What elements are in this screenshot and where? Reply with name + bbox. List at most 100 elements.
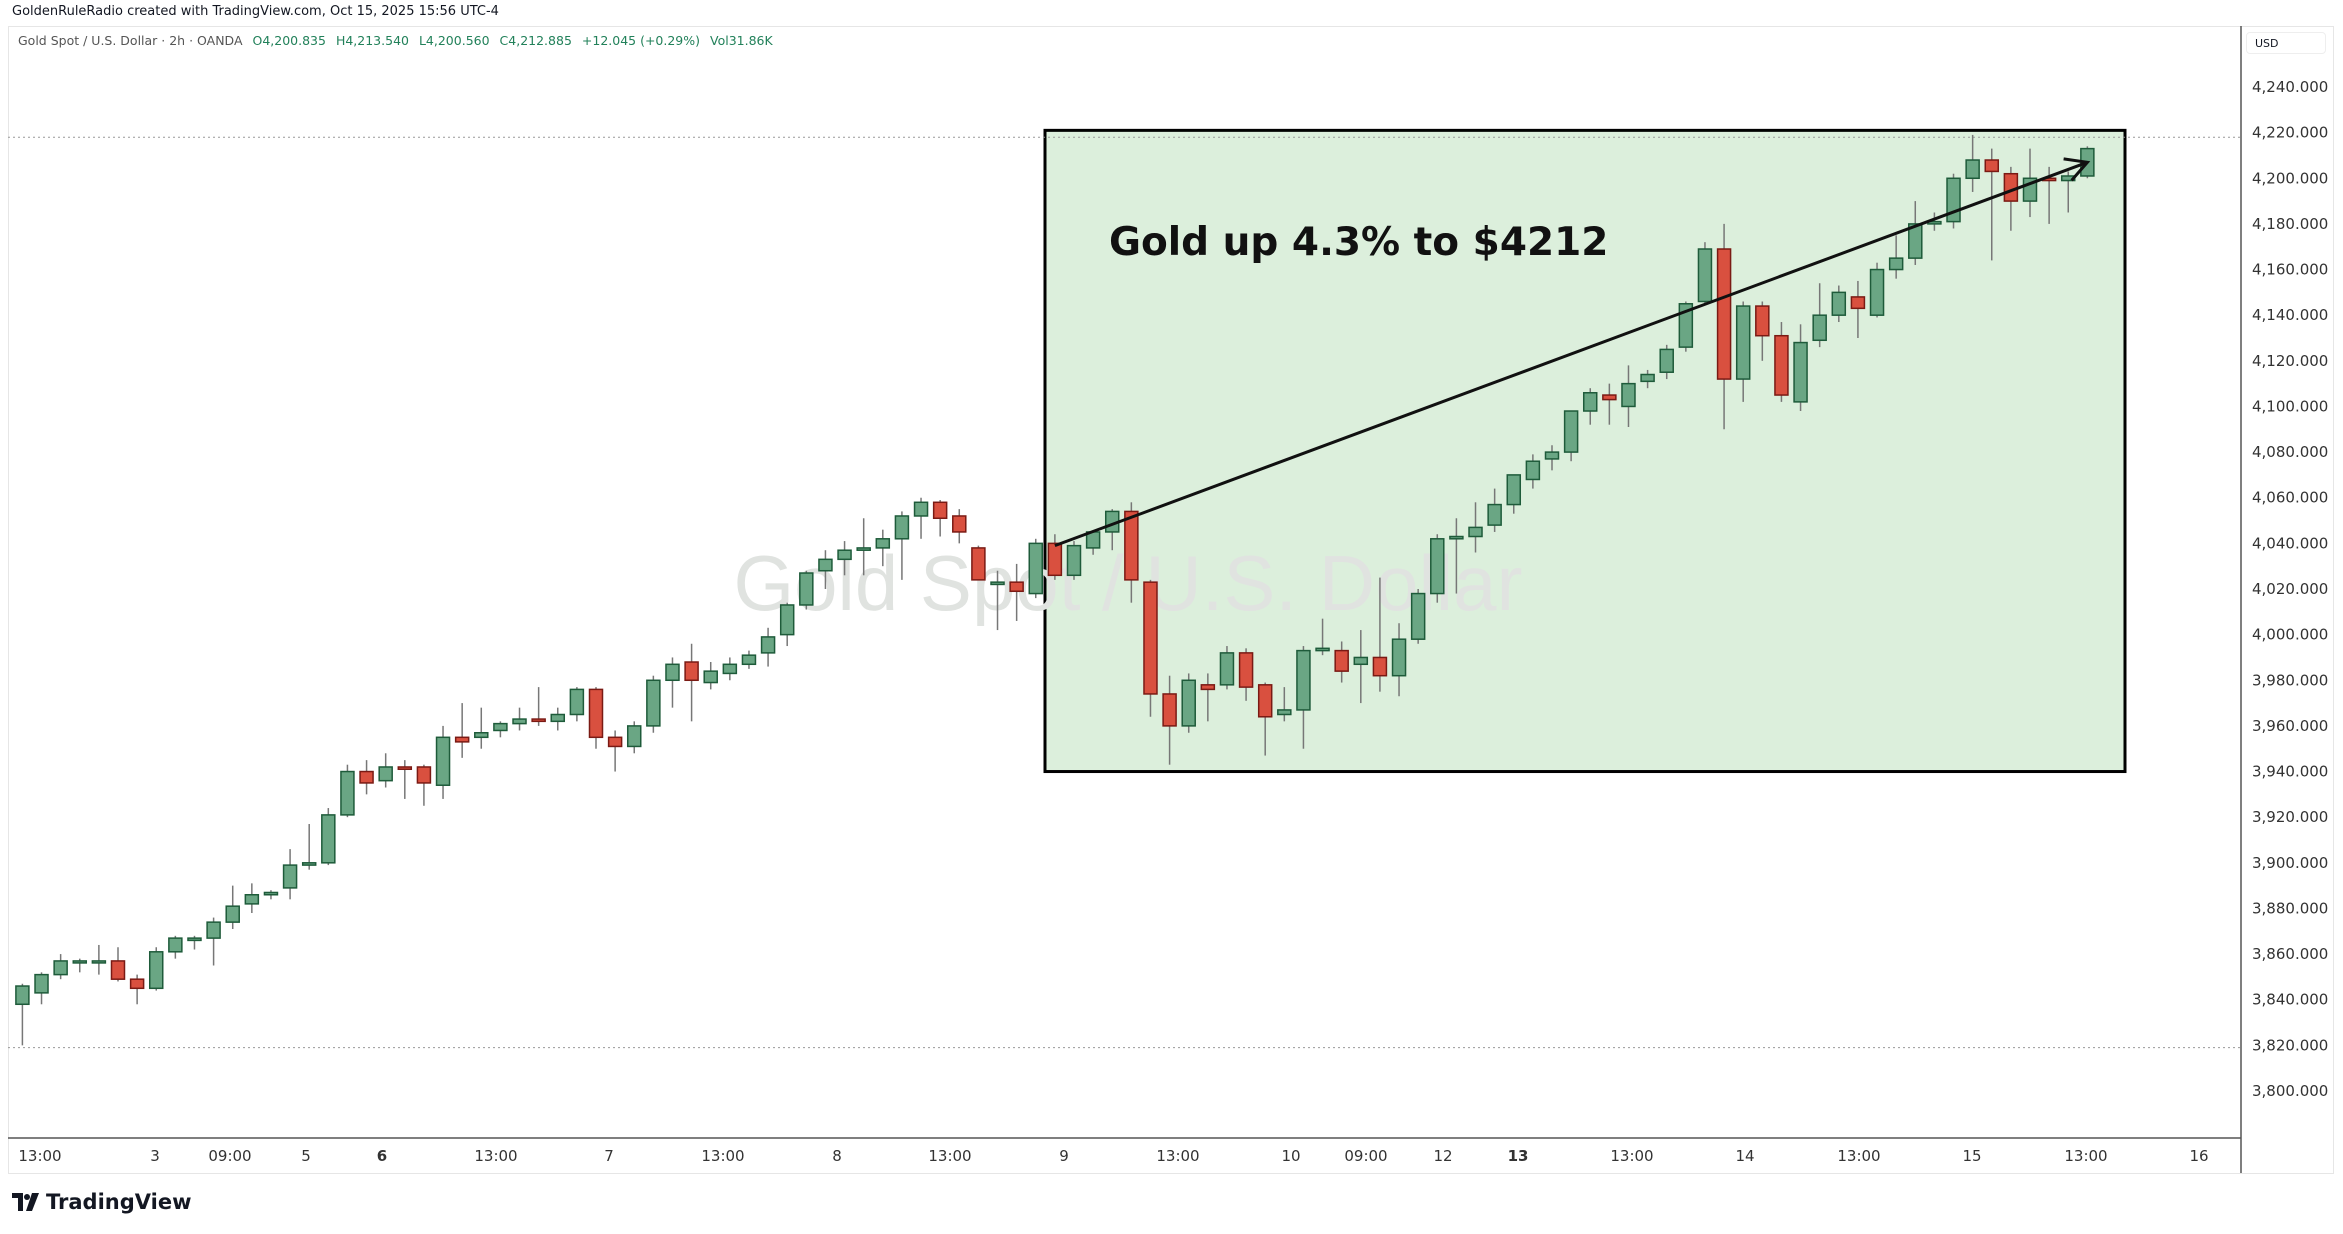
candle[interactable] bbox=[1066, 541, 1082, 580]
candle[interactable] bbox=[1888, 235, 1904, 279]
candle[interactable] bbox=[1410, 588, 1426, 644]
candle[interactable] bbox=[1430, 534, 1445, 603]
candle[interactable] bbox=[799, 570, 814, 610]
candle[interactable] bbox=[1200, 673, 1216, 722]
candle[interactable] bbox=[397, 760, 413, 799]
candle[interactable] bbox=[1468, 502, 1483, 553]
candle[interactable] bbox=[1257, 682, 1273, 756]
candle[interactable] bbox=[168, 935, 183, 959]
candle[interactable] bbox=[1487, 488, 1502, 532]
candle[interactable] bbox=[282, 849, 298, 900]
candle[interactable] bbox=[1640, 369, 1655, 389]
candle[interactable] bbox=[990, 570, 1005, 631]
candle[interactable] bbox=[435, 725, 451, 799]
candle[interactable] bbox=[741, 650, 757, 669]
candle[interactable] bbox=[1334, 641, 1349, 683]
candle[interactable] bbox=[1850, 280, 1866, 338]
currency-label[interactable]: USD bbox=[2246, 32, 2326, 54]
candle[interactable] bbox=[15, 983, 30, 1046]
candle[interactable] bbox=[665, 657, 680, 708]
candle[interactable] bbox=[531, 687, 546, 726]
candle[interactable] bbox=[818, 550, 833, 589]
legend-symbol[interactable]: Gold Spot / U.S. Dollar · 2h · OANDA bbox=[18, 33, 243, 48]
candle[interactable] bbox=[856, 518, 871, 576]
candle[interactable] bbox=[1219, 646, 1235, 690]
candle[interactable] bbox=[454, 703, 470, 758]
candle[interactable] bbox=[2003, 166, 2019, 231]
candle[interactable] bbox=[703, 662, 718, 690]
candle[interactable] bbox=[1735, 301, 1751, 402]
candle[interactable] bbox=[1525, 454, 1541, 489]
candle[interactable] bbox=[512, 707, 527, 731]
candle[interactable] bbox=[760, 627, 776, 667]
candle[interactable] bbox=[1277, 687, 1292, 722]
candle[interactable] bbox=[225, 885, 240, 929]
candle[interactable] bbox=[1544, 445, 1560, 471]
candle[interactable] bbox=[1946, 173, 1961, 229]
candle[interactable] bbox=[1793, 324, 1808, 412]
candle[interactable] bbox=[129, 974, 145, 1005]
candle[interactable] bbox=[588, 687, 604, 749]
candle[interactable] bbox=[932, 500, 948, 537]
candle[interactable] bbox=[1009, 563, 1024, 621]
candle[interactable] bbox=[1984, 148, 2000, 261]
candle[interactable] bbox=[1391, 623, 1407, 697]
candle[interactable] bbox=[1238, 648, 1254, 701]
candle[interactable] bbox=[1372, 577, 1388, 692]
candle[interactable] bbox=[340, 764, 355, 818]
candle[interactable] bbox=[1181, 673, 1196, 733]
candle[interactable] bbox=[1582, 388, 1598, 425]
candle[interactable] bbox=[53, 954, 68, 980]
candle[interactable] bbox=[779, 602, 795, 647]
candle[interactable] bbox=[416, 764, 432, 806]
candle[interactable] bbox=[301, 824, 317, 870]
candle[interactable] bbox=[493, 721, 508, 738]
candle[interactable] bbox=[1506, 474, 1522, 514]
candle[interactable] bbox=[1162, 675, 1177, 765]
candle[interactable] bbox=[971, 545, 986, 581]
candle[interactable] bbox=[359, 760, 374, 795]
candle[interactable] bbox=[1028, 538, 1044, 599]
candle[interactable] bbox=[244, 883, 260, 914]
candle[interactable] bbox=[684, 643, 699, 722]
candle[interactable] bbox=[837, 541, 852, 576]
candle[interactable] bbox=[1563, 410, 1579, 462]
candle[interactable] bbox=[894, 511, 910, 580]
candle[interactable] bbox=[1143, 579, 1158, 717]
candle[interactable] bbox=[875, 529, 891, 567]
candle[interactable] bbox=[1659, 344, 1674, 380]
candle[interactable] bbox=[263, 890, 279, 900]
candle[interactable] bbox=[1965, 134, 1980, 192]
candle[interactable] bbox=[550, 707, 566, 731]
candle[interactable] bbox=[913, 497, 929, 539]
tradingview-logo[interactable]: TradingView bbox=[12, 1190, 191, 1214]
candle[interactable] bbox=[1353, 630, 1369, 704]
candle[interactable] bbox=[1755, 301, 1770, 361]
candle[interactable] bbox=[646, 675, 661, 733]
candle[interactable] bbox=[1908, 201, 1923, 265]
candle[interactable] bbox=[187, 935, 202, 950]
candle[interactable] bbox=[91, 944, 107, 975]
candle[interactable] bbox=[321, 808, 336, 866]
candle[interactable] bbox=[722, 657, 738, 681]
candle[interactable] bbox=[1774, 322, 1789, 402]
candle[interactable] bbox=[1449, 518, 1464, 594]
candle[interactable] bbox=[474, 707, 489, 749]
candle[interactable] bbox=[110, 947, 126, 982]
candle[interactable] bbox=[1047, 534, 1063, 580]
candle[interactable] bbox=[148, 947, 164, 991]
candle[interactable] bbox=[1812, 283, 1827, 348]
candle[interactable] bbox=[1831, 285, 1847, 323]
candle[interactable] bbox=[1697, 242, 1713, 304]
candle[interactable] bbox=[569, 687, 585, 722]
candle[interactable] bbox=[1124, 502, 1139, 603]
candle[interactable] bbox=[607, 730, 623, 772]
candle[interactable] bbox=[206, 917, 221, 966]
candle[interactable] bbox=[1621, 365, 1636, 427]
candle[interactable] bbox=[1869, 262, 1885, 318]
candle[interactable] bbox=[1716, 223, 1732, 430]
candle[interactable] bbox=[952, 509, 967, 544]
candle[interactable] bbox=[626, 721, 642, 754]
candle[interactable] bbox=[1678, 301, 1694, 352]
